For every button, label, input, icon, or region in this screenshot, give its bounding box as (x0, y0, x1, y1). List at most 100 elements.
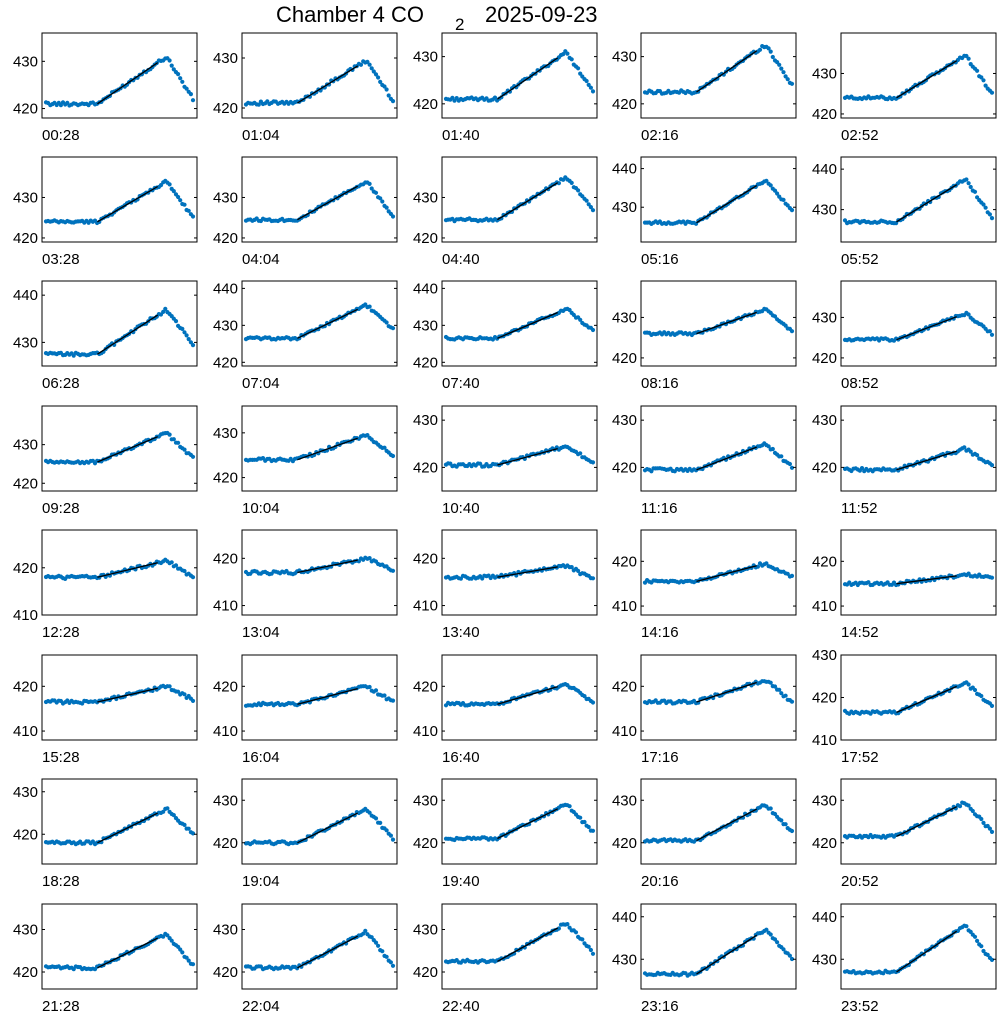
data-point (167, 182, 172, 187)
data-point (590, 208, 596, 213)
data-point (390, 99, 396, 104)
axes-box (241, 529, 398, 616)
fit-line (97, 62, 159, 105)
axes-box (241, 32, 398, 119)
y-tick-label: 420 (13, 560, 38, 577)
time-label: 17:16 (641, 749, 679, 766)
fit-line (97, 314, 159, 355)
data-point (972, 189, 978, 194)
axes-box (441, 32, 598, 119)
data-point (989, 703, 995, 709)
time-label: 00:28 (42, 127, 80, 144)
data-point (957, 804, 963, 809)
time-label: 03:28 (42, 251, 80, 268)
fit-line (497, 566, 558, 578)
data-point (373, 190, 379, 195)
time-label: 05:16 (641, 251, 679, 268)
data-point (161, 809, 166, 814)
data-point (565, 51, 570, 56)
data-point (188, 92, 193, 97)
data-point (556, 926, 562, 931)
data-point (757, 47, 763, 52)
fit-line (896, 316, 957, 341)
y-tick-label: 430 (413, 792, 438, 809)
fit-line (97, 812, 158, 844)
subplot-0628: 430 440 06:28 (13, 280, 198, 392)
time-label: 16:40 (442, 749, 480, 766)
fit-line (97, 185, 159, 223)
y-tick-label: 410 (13, 607, 38, 624)
data-point (789, 329, 795, 334)
subplot-1604: 410 420 16:04 (213, 654, 398, 766)
data-point (176, 72, 181, 77)
data-point (363, 928, 368, 934)
data-point (975, 68, 980, 73)
time-label: 11:16 (641, 500, 677, 517)
subplot-0552: 430 440 05:52 (812, 156, 997, 268)
y-tick-label: 420 (413, 230, 438, 247)
data-point (190, 962, 196, 967)
data-point (371, 69, 376, 74)
y-tick-label: 430 (413, 412, 438, 429)
subplot-1528: 410 420 15:28 (13, 654, 198, 766)
data-point (989, 957, 995, 963)
data-point (171, 437, 176, 442)
figure-title: Chamber 4 CO 2 2025-09-23 (0, 0, 1000, 40)
y-tick-label: 420 (413, 459, 438, 476)
data-point (979, 944, 984, 949)
fit-line (497, 447, 558, 466)
y-tick-label: 420 (413, 964, 438, 981)
time-label: 10:04 (242, 500, 280, 517)
y-tick-label: 430 (213, 317, 238, 334)
fit-line (297, 559, 358, 574)
y-tick-label: 420 (812, 350, 837, 367)
axes-box (640, 405, 797, 492)
subplot-1940: 420 430 19:40 (413, 778, 598, 890)
y-tick-label: 430 (13, 334, 38, 351)
data-point (384, 87, 389, 92)
data-point (772, 684, 778, 689)
y-tick-label: 420 (812, 690, 837, 707)
data-point (785, 77, 790, 82)
fit-line (497, 808, 558, 840)
data-point (190, 343, 196, 348)
time-label: 01:04 (242, 127, 280, 144)
data-point (987, 212, 993, 217)
subplot-1904: 420 430 19:04 (213, 778, 398, 890)
data-point (167, 684, 172, 689)
data-point (186, 337, 191, 342)
data-point (989, 90, 995, 95)
data-point (764, 927, 769, 932)
axes-box (241, 654, 398, 741)
subplot-1304: 410 420 13:04 (213, 529, 398, 641)
data-point (989, 829, 995, 835)
data-point (390, 214, 396, 219)
data-point (163, 306, 168, 311)
time-label: 15:28 (42, 749, 80, 766)
fit-line (497, 685, 558, 705)
data-point (979, 816, 984, 822)
time-label: 23:16 (641, 998, 679, 1014)
y-tick-label: 420 (213, 835, 238, 852)
time-label: 22:40 (442, 998, 480, 1014)
data-point (171, 189, 176, 194)
y-tick-label: 420 (13, 230, 38, 247)
y-tick-label: 430 (413, 922, 438, 939)
data-point (975, 938, 980, 944)
data-point (789, 465, 795, 470)
time-label: 21:28 (42, 998, 80, 1014)
fit-line (696, 934, 758, 975)
data-point (373, 816, 379, 821)
title-subscript: 2 (455, 15, 465, 34)
y-tick-label: 430 (812, 65, 837, 82)
subplot-2204: 420 430 22:04 (213, 903, 398, 1014)
data-point (779, 818, 784, 823)
subplot-0328: 420 430 03:28 (13, 156, 198, 268)
data-point (190, 575, 196, 580)
data-point (649, 469, 654, 474)
y-tick-label: 420 (413, 354, 438, 371)
data-point (590, 576, 596, 581)
data-point (590, 828, 596, 833)
data-point (766, 46, 771, 51)
y-tick-label: 430 (213, 922, 238, 939)
